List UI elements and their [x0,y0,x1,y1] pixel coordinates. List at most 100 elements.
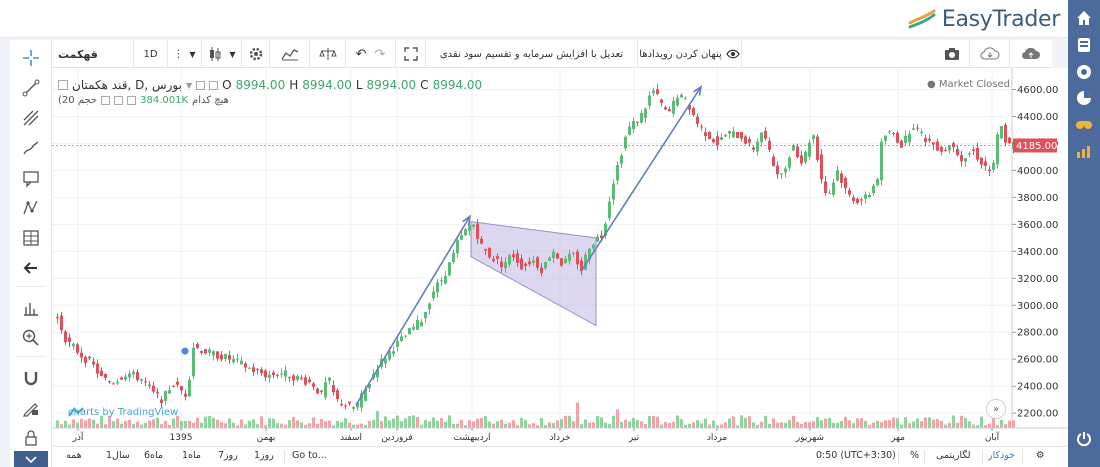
magnet-icon[interactable] [18,366,44,390]
candle-body [416,319,419,330]
volume-bar [996,425,999,428]
volume-bar [208,416,211,428]
candle-body [660,99,663,103]
fullscreen-button[interactable] [396,40,426,68]
volume-bar [312,417,315,428]
legend-dropdown-icon[interactable]: ▼ [185,80,193,90]
legend-hide-icon[interactable] [196,80,206,90]
candle-body [248,367,251,369]
easytrader-logo: EasyTrader [908,6,1060,32]
candle-body [424,311,427,319]
interval-button[interactable]: 1D [134,40,168,68]
range-1d[interactable]: 1روز [254,450,274,461]
pattern-icon[interactable] [18,196,44,220]
portfolio-icon[interactable] [1074,35,1094,55]
log-scale-toggle[interactable]: لگاریتمی [936,450,971,461]
volume-bar [820,420,823,428]
volume-bar [480,417,483,428]
redo-icon[interactable]: ↷ [374,46,386,62]
range-all[interactable]: همه [66,450,82,461]
candle-body [968,153,971,155]
candle-body [456,240,459,254]
volume-bar [68,424,71,428]
fib-retracement-icon[interactable] [18,226,44,250]
candle-body [324,382,327,398]
volume-bar [328,420,331,428]
candle-body [596,236,599,242]
volume-bar [964,418,967,428]
volume-bar [852,423,855,428]
undo-icon[interactable]: ↶ [355,46,367,62]
settings-button[interactable] [242,40,270,68]
events-toggle-button[interactable]: پنهان کردن رویدادها [638,40,742,68]
adjustment-option[interactable]: تعدیل با افزایش سرمایه و تقسیم سود نقدی [426,40,638,68]
candle-body [612,183,615,200]
collapse-legend-icon[interactable] [58,80,68,90]
settings-user-icon[interactable] [1074,62,1094,82]
pitchfork-icon[interactable] [18,106,44,130]
volume-value: 384.001K [140,95,189,106]
volume-bar [688,423,691,428]
volume-settings-icon[interactable] [114,96,124,105]
volume-bar [716,425,719,428]
chart-type-button[interactable]: ▼ [202,40,242,68]
volume-bar [568,415,571,428]
candle-body [360,393,363,408]
crosshair-icon[interactable] [18,46,44,70]
text-annotation-icon[interactable] [18,166,44,190]
analysis-chart-icon[interactable] [1074,141,1094,161]
candle-body [64,331,67,343]
tradingview-watermark[interactable]: charts by TradingView [68,407,178,418]
symbol-search-input[interactable]: قهکمت [52,40,134,68]
candle-body [236,358,239,360]
compare-button[interactable] [310,40,346,68]
volume-bar [240,419,243,428]
range-1m[interactable]: 1ماه [182,450,202,461]
trend-line-icon[interactable] [18,76,44,100]
candle-body [272,372,275,376]
power-icon[interactable] [1074,429,1094,449]
lock-pencil-icon[interactable] [18,396,44,420]
price-chart[interactable]: 2200.00 2400.00 2600.00 2800.00 3000.00 3200.… [52,68,1068,446]
pie-chart-icon[interactable] [1074,88,1094,108]
volume-bar [676,415,679,428]
volume-bar [160,424,163,428]
brush-icon[interactable] [18,136,44,160]
interval-dropdown[interactable]: ⋮ ▼ [168,40,202,68]
lock-icon[interactable] [18,426,44,450]
percent-toggle[interactable]: % [910,450,920,461]
volume-bar [76,422,79,428]
snapshot-button[interactable] [934,40,970,68]
candle-body [368,384,371,389]
volume-bar [492,423,495,428]
binoculars-icon[interactable] [1074,114,1094,134]
candle-body [104,373,107,378]
ruler-measure-icon[interactable] [18,296,44,320]
candle-body [932,142,935,145]
indicators-button[interactable] [270,40,310,68]
chart-settings-gear-icon[interactable]: ⚙ [1036,450,1045,461]
goto-date-button[interactable]: Go to... [292,450,327,461]
scroll-to-realtime-button[interactable]: » [986,399,1006,419]
back-arrow-icon[interactable] [18,256,44,280]
cloud-save-button[interactable] [1010,40,1052,68]
candle-body [528,261,531,265]
range-1y[interactable]: 1سال [106,450,130,461]
expand-toolbar-icon[interactable] [14,451,48,467]
chart-canvas[interactable]: 2200.00 2400.00 2600.00 2800.00 3000.00 3200.… [52,68,1068,446]
zoom-in-icon[interactable] [18,326,44,350]
home-icon[interactable] [1074,8,1094,28]
cloud-load-button[interactable] [970,40,1010,68]
timezone-label[interactable]: 0:50 (UTC+3:30) [816,450,896,461]
legend-settings-icon[interactable] [209,80,219,90]
volume-close-icon[interactable] [127,96,137,105]
candle-body [560,258,563,266]
volume-hide-icon[interactable] [101,96,111,105]
range-7d[interactable]: 7روز [218,450,238,461]
volume-bar [616,409,619,428]
auto-scale-toggle[interactable]: خودکار [988,450,1016,461]
range-6m[interactable]: 6ماه [144,450,164,461]
volume-bar [196,417,199,428]
candle-body [632,121,635,129]
volume-bar [448,415,451,428]
